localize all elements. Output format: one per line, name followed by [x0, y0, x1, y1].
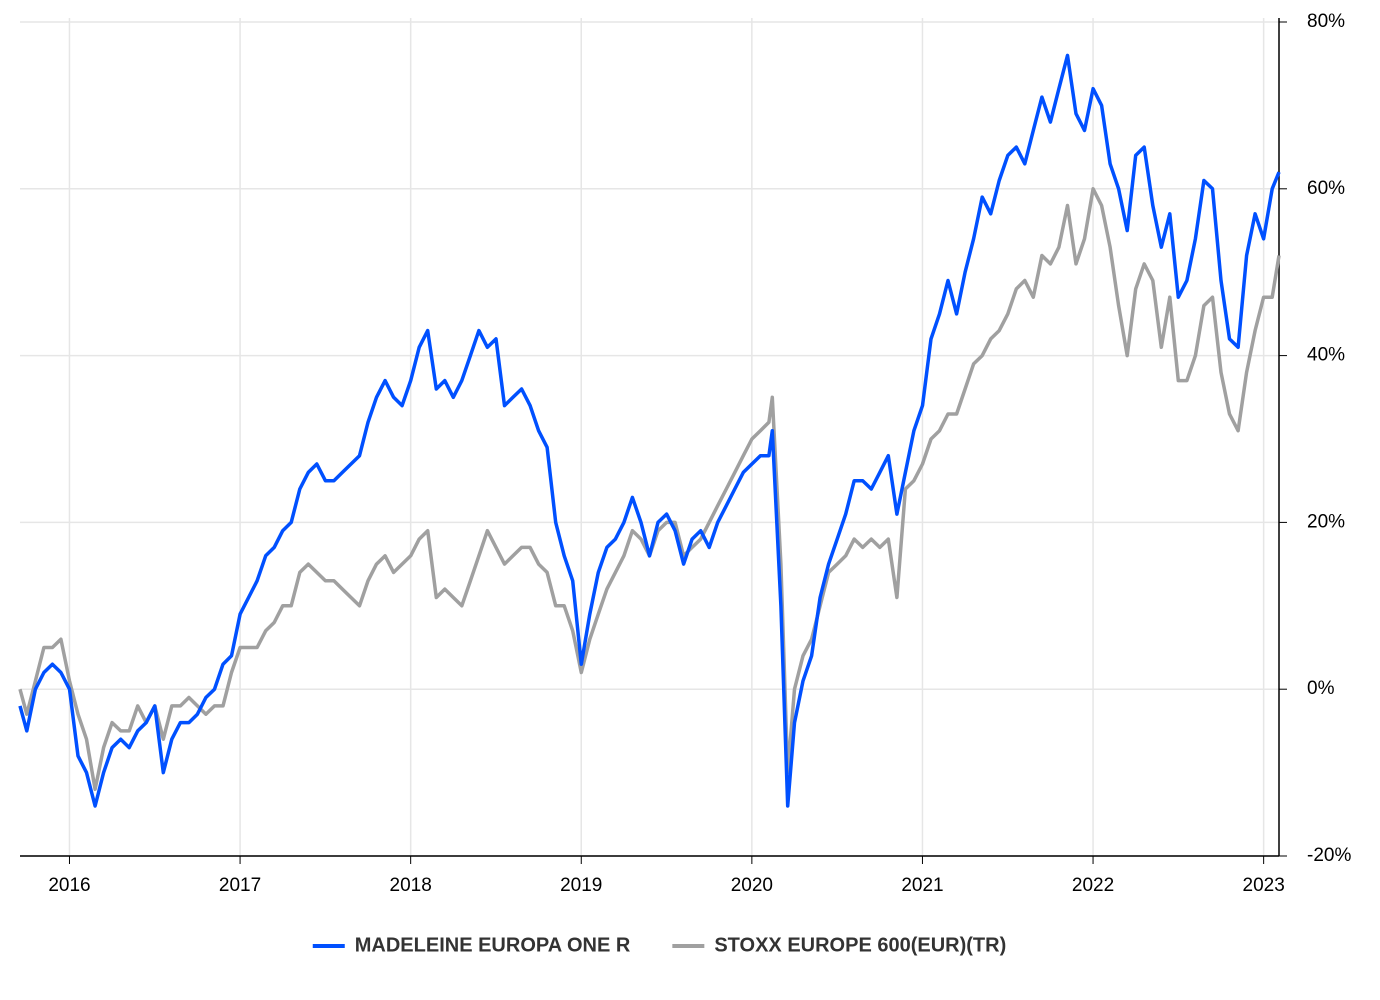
x-tick-label: 2019: [560, 875, 602, 896]
series-line: [18, 53, 1281, 808]
x-tick-label: 2021: [901, 875, 943, 896]
y-tick-label: 80%: [1307, 11, 1345, 32]
x-tick-label: 2023: [1243, 875, 1285, 896]
y-tick-label: -20%: [1307, 845, 1351, 866]
y-tick-label: 60%: [1307, 178, 1345, 199]
series-line: [18, 187, 1281, 792]
legend-label: MADELEINE EUROPA ONE R: [355, 934, 631, 956]
x-tick-label: 2022: [1072, 875, 1114, 896]
legend-label: STOXX EUROPE 600(EUR)(TR): [714, 934, 1006, 956]
x-tick-label: 2017: [219, 875, 261, 896]
x-tick-label: 2018: [390, 875, 432, 896]
x-tick-label: 2016: [48, 875, 90, 896]
y-tick-label: 0%: [1307, 678, 1335, 699]
y-tick-label: 20%: [1307, 511, 1345, 532]
x-tick-label: 2020: [731, 875, 773, 896]
y-tick-label: 40%: [1307, 345, 1345, 366]
